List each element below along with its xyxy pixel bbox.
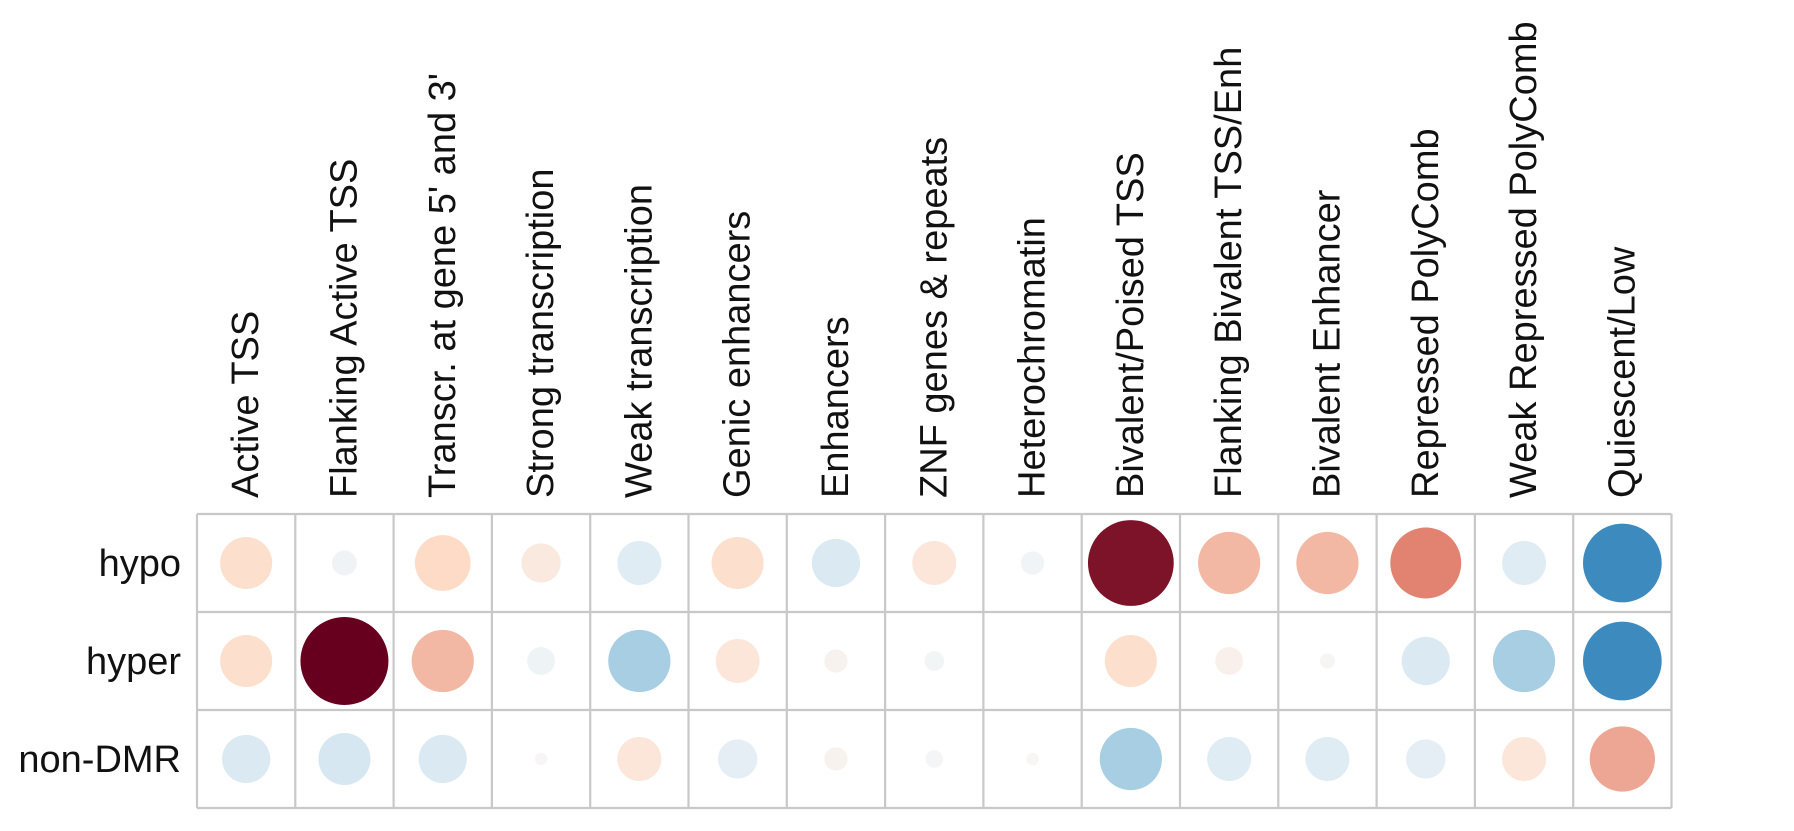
dot-non-dmr-0 — [222, 734, 271, 784]
dot-hypo-13 — [1502, 541, 1547, 585]
row-labels: hypo hyper non-DMR — [18, 543, 181, 781]
dot-non-dmr-10 — [1207, 737, 1252, 781]
dot-hypo-8 — [1020, 551, 1045, 575]
dot-hypo-6 — [811, 538, 861, 588]
column-label: Active TSS — [225, 311, 267, 498]
dot-hyper-3 — [527, 647, 555, 675]
dot-hyper-5 — [715, 639, 760, 683]
dot-hypo-5 — [711, 536, 764, 590]
column-label: Transcr. at gene 5' and 3' — [422, 73, 464, 498]
grid-lines — [195, 512, 1673, 810]
dot-hyper-10 — [1215, 647, 1244, 675]
dot-hyper-7 — [924, 651, 945, 671]
dot-non-dmr-13 — [1502, 737, 1547, 781]
column-label: Flanking Active TSS — [323, 159, 365, 498]
column-label: Bivalent Enhancer — [1306, 189, 1348, 498]
dot-non-dmr-14 — [1589, 726, 1655, 792]
dot-hyper-12 — [1401, 636, 1450, 686]
dot-hyper-11 — [1319, 653, 1336, 669]
column-label: Weak transcription — [618, 184, 660, 498]
dot-hyper-1 — [300, 617, 389, 705]
column-label: Heterochromatin — [1012, 217, 1054, 498]
column-label: ZNF genes & repeats — [913, 137, 955, 498]
dots — [220, 520, 1662, 792]
dot-non-dmr-8 — [1026, 752, 1039, 766]
column-label: Weak Repressed PolyComb — [1503, 21, 1545, 498]
column-label: Flanking Bivalent TSS/Enh — [1208, 47, 1250, 498]
dot-hypo-0 — [220, 536, 273, 590]
dot-hyper-13 — [1492, 629, 1556, 693]
dot-non-dmr-11 — [1305, 737, 1350, 781]
dot-hyper-14 — [1583, 621, 1662, 701]
dot-non-dmr-3 — [534, 752, 548, 766]
dot-hypo-1 — [332, 550, 357, 576]
dot-non-dmr-12 — [1406, 739, 1446, 779]
column-label: Quiescent/Low — [1601, 246, 1643, 498]
column-labels: Active TSS Flanking Active TSS Transcr. at… — [225, 21, 1643, 498]
dot-non-dmr-6 — [824, 747, 848, 771]
dot-hypo-10 — [1198, 531, 1261, 595]
dot-hypo-3 — [521, 543, 561, 583]
dot-non-dmr-4 — [617, 737, 662, 781]
dot-hypo-14 — [1583, 523, 1662, 603]
column-label: Strong transcription — [520, 169, 562, 499]
dot-hypo-7 — [912, 541, 957, 585]
dot-hypo-4 — [617, 541, 662, 585]
dot-non-dmr-9 — [1099, 727, 1162, 791]
row-label: hyper — [86, 641, 181, 683]
column-label: Genic enhancers — [717, 211, 759, 498]
dot-hyper-0 — [220, 634, 273, 688]
dot-hypo-9 — [1087, 520, 1174, 606]
dot-hyper-4 — [608, 629, 671, 693]
dot-hyper-2 — [411, 629, 474, 693]
dot-hypo-12 — [1390, 527, 1462, 599]
column-label: Repressed PolyComb — [1405, 128, 1447, 498]
dot-non-dmr-7 — [925, 750, 944, 768]
column-label: Enhancers — [815, 316, 857, 498]
dot-hyper-9 — [1104, 634, 1157, 688]
dot-hyper-6 — [824, 649, 848, 673]
dot-hypo-2 — [414, 535, 471, 591]
dot-hypo-11 — [1296, 531, 1359, 595]
column-label: Bivalent/Poised TSS — [1110, 152, 1152, 498]
row-label: non-DMR — [18, 739, 181, 781]
dot-non-dmr-2 — [418, 734, 467, 784]
dot-non-dmr-5 — [717, 739, 758, 779]
row-label: hypo — [99, 543, 181, 585]
dot-non-dmr-1 — [318, 732, 371, 786]
